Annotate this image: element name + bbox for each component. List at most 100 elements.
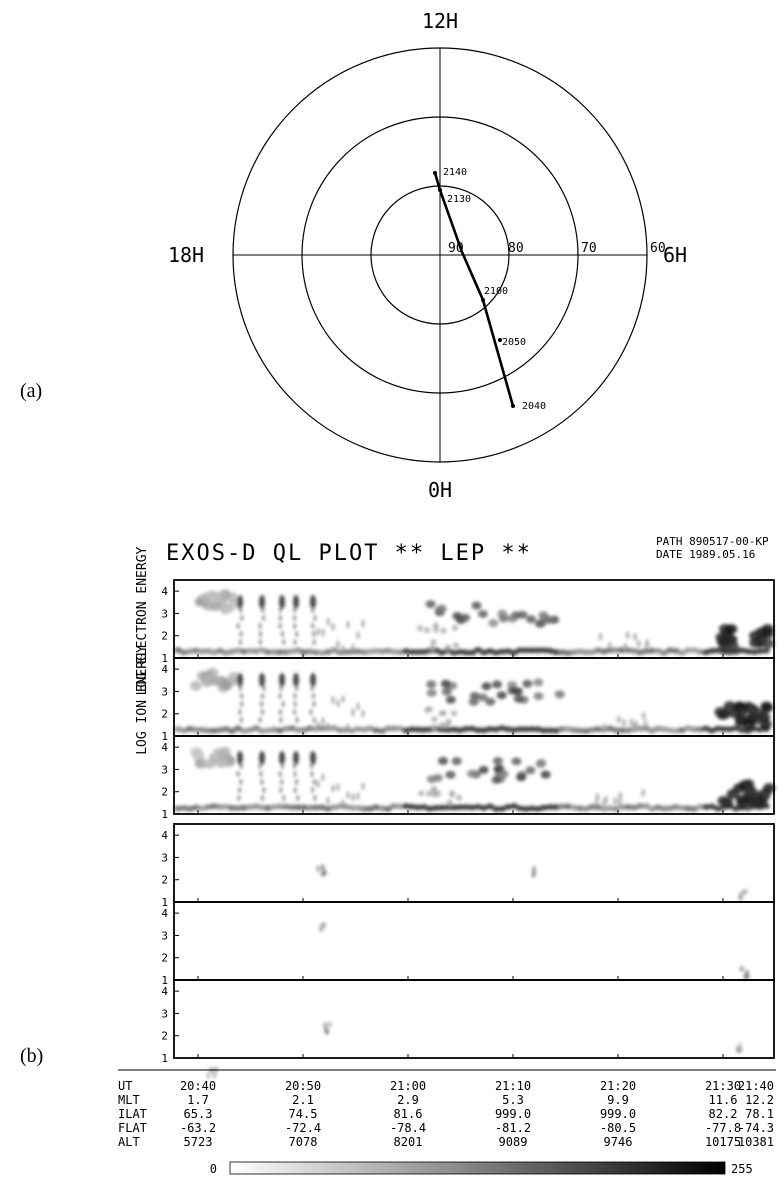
intensity-patch (438, 726, 446, 733)
hour-label-0: 0H (428, 478, 452, 502)
y-tick-label: 3 (161, 851, 168, 864)
intensity-patch (504, 803, 512, 810)
table-cell: 5.3 (502, 1093, 524, 1107)
intensity-patch (324, 648, 332, 655)
intensity-patch (295, 779, 299, 785)
intensity-patch (552, 804, 560, 811)
intensity-patch (312, 804, 320, 811)
intensity-patch (702, 649, 710, 656)
intensity-patch (516, 805, 524, 812)
intensity-patch (372, 727, 380, 734)
intensity-patch (402, 648, 410, 655)
intensity-patch (440, 679, 451, 688)
table-row-label: ILAT (118, 1107, 147, 1121)
intensity-patch (624, 727, 632, 734)
intensity-patch (756, 648, 764, 655)
ion-ylabel: LOG ION ENERGY (135, 645, 150, 755)
intensity-patch (260, 701, 264, 707)
intensity-patch (630, 804, 638, 811)
intensity-patch (311, 623, 315, 629)
table-cell: -78.4 (390, 1121, 426, 1135)
table-cell: 21:30 (705, 1079, 741, 1093)
intensity-patch (474, 803, 482, 810)
intensity-patch (598, 632, 603, 641)
intensity-patch (312, 701, 316, 707)
intensity-patch (480, 804, 488, 811)
intensity-patch (186, 805, 194, 812)
intensity-patch (222, 803, 230, 810)
intensity-patch (648, 805, 656, 812)
intensity-patch (468, 804, 476, 811)
intensity-patch (312, 717, 316, 723)
intensity-patch (438, 649, 446, 656)
intensity-patch (708, 803, 716, 810)
intensity-patch (288, 648, 296, 655)
intensity-patch (351, 793, 355, 802)
intensity-patch (321, 773, 325, 782)
intensity-patch (186, 648, 194, 655)
intensity-patch (538, 611, 549, 620)
intensity-patch (212, 1072, 217, 1079)
intensity-patch (324, 805, 332, 812)
intensity-patch (498, 805, 506, 812)
intensity-patch (414, 726, 422, 733)
intensity-patch (684, 805, 692, 812)
intensity-patch (498, 648, 506, 655)
intensity-patch (570, 726, 578, 733)
intensity-patch (348, 727, 356, 734)
y-tick-label: 2 (161, 630, 168, 643)
intensity-patch (264, 648, 272, 655)
intensity-patch (390, 648, 398, 655)
intensity-patch (749, 630, 762, 641)
table-cell: -63.2 (180, 1121, 216, 1135)
intensity-patch (432, 626, 439, 633)
intensity-patch (310, 673, 316, 687)
intensity-patch (408, 726, 416, 733)
intensity-patch (451, 710, 458, 717)
intensity-patch (462, 804, 470, 811)
intensity-patch (533, 678, 544, 687)
table-cell: 21:00 (390, 1079, 426, 1093)
intensity-patch (278, 771, 282, 777)
y-tick-label: 1 (161, 1052, 168, 1065)
intensity-patch (485, 697, 496, 706)
intensity-patch (360, 805, 368, 812)
intensity-patch (239, 607, 243, 613)
intensity-patch (480, 727, 488, 734)
table-cell: 10175 (705, 1135, 741, 1149)
intensity-patch (522, 647, 530, 654)
colorbar: 0 255 (210, 1161, 753, 1176)
intensity-patch (240, 693, 244, 699)
intensity-patch (540, 647, 548, 654)
intensity-patch (743, 786, 756, 797)
intensity-patch (258, 763, 262, 769)
intensity-patch (310, 763, 314, 769)
spectrogram-header: EXOS-D QL PLOT ** LEP ** PATH 890517-00-… (166, 535, 769, 566)
intensity-patch (310, 595, 316, 609)
intensity-patch (293, 673, 299, 687)
intensity-patch (292, 763, 296, 769)
colorbar-max: 255 (731, 1162, 753, 1176)
intensity-patch (672, 727, 680, 734)
intensity-patch (366, 805, 374, 812)
intensity-patch (486, 803, 494, 810)
intensity-patch (378, 648, 386, 655)
intensity-patch (206, 590, 219, 601)
intensity-patch (645, 639, 650, 648)
intensity-patch (261, 693, 265, 699)
intensity-patch (660, 726, 668, 733)
intensity-patch (564, 803, 572, 810)
intensity-patch (276, 727, 284, 734)
intensity-patch (360, 649, 368, 656)
intensity-patch (384, 647, 392, 654)
intensity-patch (288, 804, 296, 811)
intensity-patch (440, 627, 447, 634)
intensity-patch (474, 647, 482, 654)
hour-label-12: 12H (422, 9, 458, 33)
intensity-patch (418, 790, 425, 797)
intensity-patch (684, 725, 692, 732)
intensity-patch (294, 727, 302, 734)
intensity-patch (236, 771, 240, 777)
